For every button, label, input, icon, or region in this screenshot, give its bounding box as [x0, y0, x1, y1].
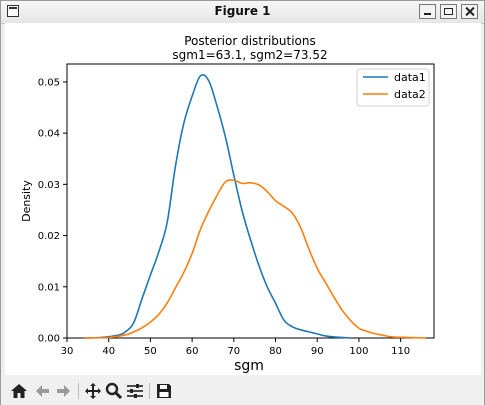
x-tick-label: 60 [186, 346, 199, 357]
x-axis-label: sgm [234, 358, 264, 374]
legend-box [356, 68, 430, 107]
axis-ticks: 30 40 50 60 70 80 90 100 110 0.00 0.01 0.02 0.03 0.04… [38, 77, 410, 357]
chart-title: Posterior distributions [184, 34, 315, 48]
window-icon [7, 5, 19, 17]
y-axis-label: Density [20, 180, 33, 222]
pan-icon [85, 383, 101, 399]
y-tick-label: 0.05 [38, 77, 60, 88]
y-tick-label: 0.01 [38, 282, 60, 293]
configure-subplots-icon [127, 384, 143, 398]
configure-subplots-button[interactable] [125, 381, 145, 401]
y-tick-label: 0.02 [38, 231, 60, 242]
minimize-button[interactable] [419, 4, 436, 19]
pan-button[interactable] [83, 381, 103, 401]
x-tick-label: 100 [349, 346, 368, 357]
y-tick-label: 0.03 [38, 180, 60, 191]
forward-button[interactable] [54, 381, 74, 401]
back-button[interactable] [32, 381, 52, 401]
x-tick-label: 90 [311, 346, 324, 357]
home-icon [11, 384, 27, 398]
legend-label-data1: data1 [394, 71, 426, 84]
forward-arrow-icon [57, 385, 70, 397]
series-line-data1 [83, 73, 351, 339]
x-tick-label: 40 [102, 346, 115, 357]
title-bar[interactable]: Figure 1 [1, 1, 484, 24]
save-button[interactable] [154, 381, 174, 401]
zoom-icon [105, 382, 123, 400]
series-lines [83, 73, 426, 339]
x-tick-label: 50 [144, 346, 157, 357]
back-arrow-icon [36, 385, 49, 397]
legend-label-data2: data2 [394, 88, 426, 101]
maximize-button[interactable] [440, 4, 457, 19]
zoom-button[interactable] [104, 381, 124, 401]
window-title: Figure 1 [214, 4, 271, 18]
toolbar-separator [149, 383, 150, 399]
y-tick-label: 0.04 [38, 129, 60, 140]
y-tick-label: 0.00 [38, 334, 60, 345]
home-button[interactable] [9, 381, 29, 401]
plot-area [66, 63, 435, 339]
chart: Posterior distributions sgm1=63.1, sgm2=… [20, 34, 435, 374]
toolbar-separator [78, 383, 79, 399]
save-icon [157, 384, 171, 398]
x-tick-label: 80 [269, 346, 282, 357]
x-tick-label: 110 [391, 346, 410, 357]
legend: data1 data2 [356, 68, 430, 107]
navigation-toolbar [1, 377, 484, 405]
x-tick-label: 30 [61, 346, 74, 357]
series-line-data2 [83, 179, 426, 339]
figure-canvas[interactable]: Posterior distributions sgm1=63.1, sgm2=… [5, 23, 481, 375]
chart-subtitle: sgm1=63.1, sgm2=73.52 [172, 48, 327, 62]
close-button[interactable] [461, 4, 478, 19]
x-tick-label: 70 [227, 346, 240, 357]
